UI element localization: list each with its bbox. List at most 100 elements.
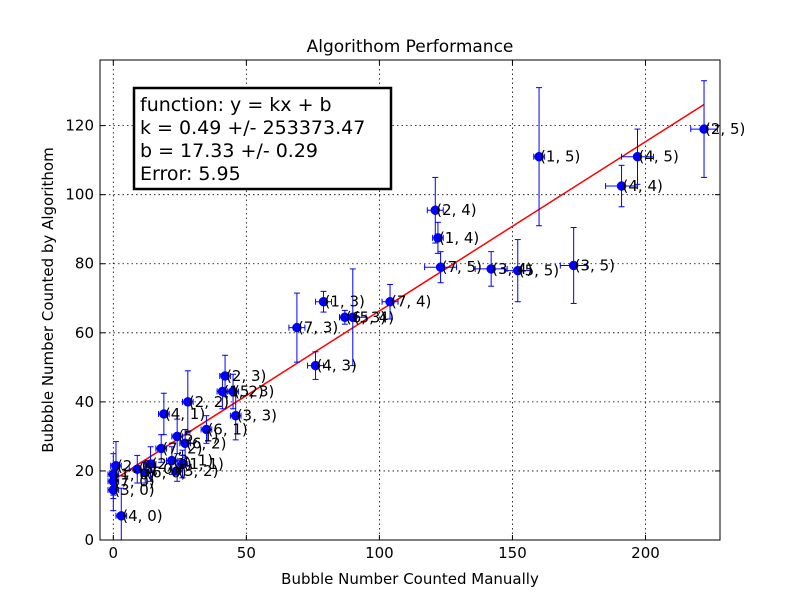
point-label: (1, 2) [223, 383, 263, 401]
point-label: (3, 2) [178, 462, 218, 480]
data-point [172, 466, 182, 476]
point-label: (3, 4) [492, 260, 532, 278]
data-point [228, 386, 238, 397]
axis-ticks: 0 50 100 150 200 0 20 40 60 80 100 120 [65, 60, 720, 562]
data-point [116, 511, 127, 521]
x-axis-title: Bubble Number Counted Manually [281, 570, 539, 588]
point-label: (1, 4) [439, 229, 479, 247]
point-label: (6, 3) [346, 308, 386, 326]
data-point [159, 409, 169, 419]
y-tick-label: 80 [75, 255, 94, 273]
point-label: (2, 5) [705, 120, 745, 138]
data-point [486, 264, 496, 274]
data-point [145, 459, 156, 469]
point-label: (7, 2) [162, 439, 202, 457]
point-label: (3, 0) [114, 481, 154, 499]
data-point [568, 260, 579, 271]
annotation-line-function: function: y = kx + b [140, 94, 332, 116]
point-label: (6, 1) [207, 420, 247, 438]
data-markers [108, 124, 709, 521]
data-point [177, 459, 188, 469]
data-point [172, 431, 182, 442]
data-point [632, 151, 643, 162]
data-point [534, 151, 544, 162]
point-label: (1, 1) [183, 455, 223, 473]
point-label: (7, 5) [442, 258, 482, 276]
data-point [140, 467, 150, 478]
point-label: (6, 0) [146, 464, 186, 482]
annotation-line-k: k = 0.49 +/- 253373.47 [140, 117, 365, 139]
y-tick-label: 60 [75, 324, 94, 342]
point-label: (3, 5) [575, 256, 615, 274]
point-label: (5, 3) [234, 383, 274, 401]
point-label: (1, 5) [540, 148, 580, 166]
data-point [318, 296, 329, 307]
data-point [217, 386, 228, 397]
data-point [180, 438, 190, 449]
x-tick-label: 50 [237, 544, 256, 562]
point-label: (7, 3) [298, 319, 338, 337]
data-point [111, 461, 121, 471]
fit-line-group [112, 103, 705, 481]
fit-line [112, 103, 705, 481]
annotation-line-b: b = 17.33 +/- 0.29 [140, 140, 318, 162]
data-point [430, 205, 441, 215]
point-label: (2, 0) [117, 457, 157, 475]
annotation-frame [132, 86, 393, 191]
chart-title: Algorithom Performance [307, 37, 514, 57]
data-point [220, 371, 230, 381]
data-point [292, 322, 302, 333]
x-tick-label: 200 [631, 544, 660, 562]
y-tick-label: 0 [84, 531, 94, 549]
data-point [156, 443, 166, 454]
point-label: (7, 0) [114, 472, 154, 490]
point-label: (4, 3) [317, 357, 357, 375]
data-point [183, 397, 193, 407]
data-point [132, 464, 143, 474]
point-label: (4, 5) [639, 148, 679, 166]
y-tick-label: 40 [75, 393, 94, 411]
data-point [201, 424, 212, 435]
grid [100, 60, 720, 541]
data-point [433, 233, 443, 243]
y-tick-label: 20 [75, 462, 94, 480]
x-tick-label: 150 [498, 544, 527, 562]
plot-frame [99, 59, 721, 541]
point-label: (1, 0) [114, 465, 154, 483]
point-label: (5, 1) [178, 427, 218, 445]
point-label: (5, 4) [354, 308, 394, 326]
x-tick-label: 100 [365, 544, 394, 562]
point-label: (5, 0) [138, 460, 178, 478]
fit-annotation-box: function: y = kx + b k = 0.49 +/- 253373… [132, 86, 393, 191]
point-label: (2, 1) [152, 455, 192, 473]
point-label: (3, 1) [173, 452, 213, 470]
point-label: (4, 1) [165, 405, 205, 423]
point-label: (5, 5) [519, 262, 559, 280]
point-label: (4, 4) [623, 177, 663, 195]
y-axis-title: Bubbble Number Counted by Algorithom [39, 147, 57, 452]
point-label: (6, 2) [186, 434, 226, 452]
point-label: (2, 4) [436, 201, 476, 219]
data-point [616, 181, 627, 191]
y-tick-label: 100 [65, 186, 94, 204]
data-point [167, 455, 177, 466]
data-point [513, 265, 523, 276]
point-label: (4, 0) [122, 507, 162, 525]
y-tick-label: 120 [65, 117, 94, 135]
point-label: (2, 2) [189, 393, 229, 411]
point-label: (2, 3) [226, 367, 266, 385]
annotation-line-error: Error: 5.95 [140, 163, 241, 185]
data-point [230, 410, 241, 421]
point-label: (7, 4) [391, 293, 431, 311]
data-point [435, 262, 446, 272]
data-point [699, 124, 709, 134]
data-point [385, 296, 395, 307]
data-point [108, 485, 119, 495]
data-point [310, 360, 321, 371]
x-tick-label: 0 [109, 544, 119, 562]
point-label: (3, 3) [237, 407, 277, 425]
point-labels: (2, 5) (1, 5) (4, 5) (4, 4) (2, 4) (1, 4) (7, … [114, 120, 745, 525]
point-label: (1, 3) [325, 293, 365, 311]
